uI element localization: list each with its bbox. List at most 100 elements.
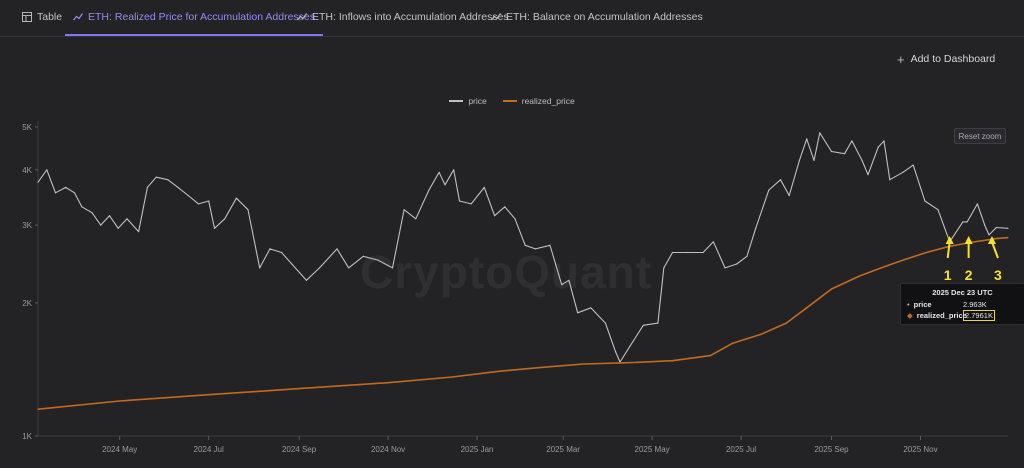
data-point-price [755,227,757,229]
tab-label: ETH: Balance on Accumulation Addresses [506,11,703,23]
y-tick-label: 2K [22,299,32,308]
data-point-price [428,189,430,191]
data-point-realized-price [298,388,300,390]
data-point-price [962,221,964,223]
data-point-price [702,251,704,254]
data-point-realized-price [760,333,763,335]
tooltip-row-realized-price: ◆ realized_price [907,311,967,320]
data-point-realized-price [925,251,927,254]
data-point-price [81,206,83,208]
data-point-price [798,159,801,162]
data-point-price [138,231,140,233]
data-point-price [629,345,631,347]
annotation-arrowhead [945,236,954,244]
data-point-price [779,179,782,181]
chart-legend: price realized_price [0,94,1024,108]
data-point-price [65,186,67,188]
data-point-price [100,224,102,226]
data-point-realized-price [671,360,674,362]
data-point-realized-price [628,362,630,364]
add-to-dashboard-button[interactable]: + Add to Dashboard [893,49,999,69]
data-point-price [671,251,674,254]
data-point-price [504,206,506,208]
data-point-price [377,259,379,261]
data-point-price [213,227,216,229]
data-point-realized-price [582,363,585,365]
x-tick-label: 2025 May [635,445,670,454]
tab-realized-price[interactable]: ETH: Realized Price for Accumulation Add… [65,0,324,36]
data-point-price [937,209,939,211]
x-tick-label: 2025 Mar [546,445,580,454]
legend-item-price[interactable]: price [449,94,487,108]
data-point-price [470,203,472,205]
x-tick-label: 2025 Nov [903,445,937,454]
data-point-price [813,159,815,162]
x-tick-label: 2024 Sep [282,445,317,454]
data-point-price [514,218,516,220]
data-point-price [167,179,169,181]
data-point-price [788,194,790,197]
data-point-realized-price [451,376,453,378]
data-point-price [966,221,968,223]
tooltip-row-price: • price [907,300,932,309]
data-point-price [577,312,579,314]
chart-tooltip: 2025 Dec 23 UTC • price 2.963K ◆ realize… [900,283,1024,325]
data-point-price [590,307,592,309]
data-point-realized-price [785,322,787,324]
data-point-price [806,138,808,140]
data-point-price [318,267,321,269]
x-tick-label: 2024 Jul [194,445,224,454]
table-icon [22,12,32,22]
y-tick-label: 3K [22,221,32,230]
reset-zoom-button[interactable]: Reset zoom [954,128,1006,144]
data-point-realized-price [208,394,210,396]
data-point-price [348,267,350,269]
data-point-realized-price [995,238,997,240]
y-tick-label: 5K [22,123,32,132]
data-point-price [269,248,271,250]
data-point-price [984,224,986,226]
data-point-price [724,267,726,269]
data-point-price [1007,227,1009,229]
data-point-price [976,203,979,205]
annotation-label: 1 [944,267,952,283]
data-point-realized-price [902,259,904,261]
x-tick-label: 2024 Nov [371,445,405,454]
tab-balance[interactable]: ETH: Balance on Accumulation Addresses [491,0,703,34]
data-point-price [305,279,307,281]
data-point-price [924,200,926,202]
data-point-price [768,189,770,191]
series-line-price [37,132,1009,363]
data-point-realized-price [806,307,808,309]
data-point-price [561,284,563,286]
data-point-price [995,226,997,229]
data-point-price [819,132,821,134]
line-chart-icon [491,13,501,21]
data-point-price [259,267,261,269]
data-point-price [483,186,485,188]
x-tick-label: 2025 Sep [814,445,849,454]
data-point-realized-price [731,342,733,344]
data-point-price [861,159,863,162]
tooltip-realized-label: realized_price [916,311,967,320]
data-point-realized-price [542,366,544,368]
data-point-price [844,153,846,155]
data-point-price [146,186,148,188]
tab-label: ETH: Realized Price for Accumulation Add… [88,11,316,23]
data-point-price [615,351,617,353]
annotation-label: 2 [965,267,973,283]
data-point-price [91,212,93,214]
legend-item-realized-price[interactable]: realized_price [502,94,575,108]
tab-inflows[interactable]: ETH: Inflows into Accumulation Addresses [297,0,509,34]
data-point-price [126,218,128,220]
data-point-price [438,171,440,173]
data-point-price [604,322,607,324]
annotation-arrow [991,241,999,259]
data-point-price [37,181,39,183]
tab-table[interactable]: Table [22,0,62,34]
data-point-price [247,209,249,211]
data-point-realized-price [37,408,39,410]
tooltip-realized-marker: ◆ [907,311,913,320]
y-tick-label: 1K [22,432,32,441]
chart-plot: 1K 2K 3K 4K 5K 2024 May 2024 Jul 2024 Sep 2024 N… [22,121,1009,454]
